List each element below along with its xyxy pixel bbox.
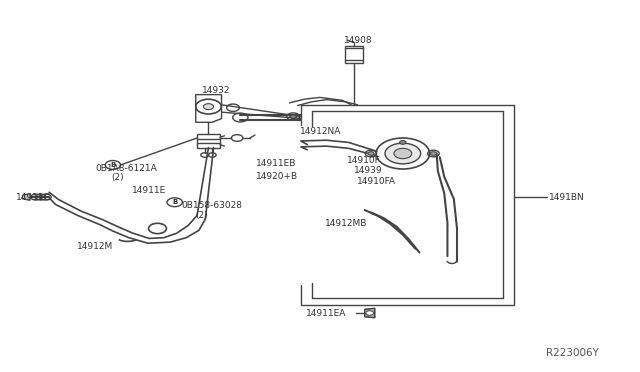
Text: B: B [110,162,116,168]
Text: 14912M: 14912M [77,243,113,251]
Text: 14908: 14908 [344,36,373,45]
Circle shape [366,311,374,315]
Text: 14920+B: 14920+B [256,171,298,180]
Text: 14911EA: 14911EA [306,309,346,318]
Circle shape [399,141,406,144]
Text: 14912MB: 14912MB [325,219,367,228]
Text: 14910FA: 14910FA [357,177,396,186]
Polygon shape [365,308,375,318]
Circle shape [394,148,412,159]
Circle shape [204,104,214,110]
Text: 0B158-63028: 0B158-63028 [181,201,242,210]
Circle shape [290,115,296,118]
Text: (2): (2) [111,173,124,182]
Text: (2): (2) [196,211,209,220]
Text: B: B [172,199,177,205]
Polygon shape [22,194,30,201]
Text: 14932: 14932 [202,86,230,94]
Text: 14912NA: 14912NA [300,127,341,136]
Circle shape [385,143,420,164]
Circle shape [368,152,374,155]
Text: 0B1A8-6121A: 0B1A8-6121A [96,164,157,173]
Text: 1491BN: 1491BN [549,193,585,202]
Text: 14939: 14939 [354,166,382,175]
Text: 14911E: 14911E [132,186,166,195]
Text: 14911C: 14911C [16,193,51,202]
Text: R223006Y: R223006Y [546,348,599,358]
Text: 14910F: 14910F [348,156,381,166]
Text: 14911EB: 14911EB [256,159,297,169]
Circle shape [430,152,436,155]
